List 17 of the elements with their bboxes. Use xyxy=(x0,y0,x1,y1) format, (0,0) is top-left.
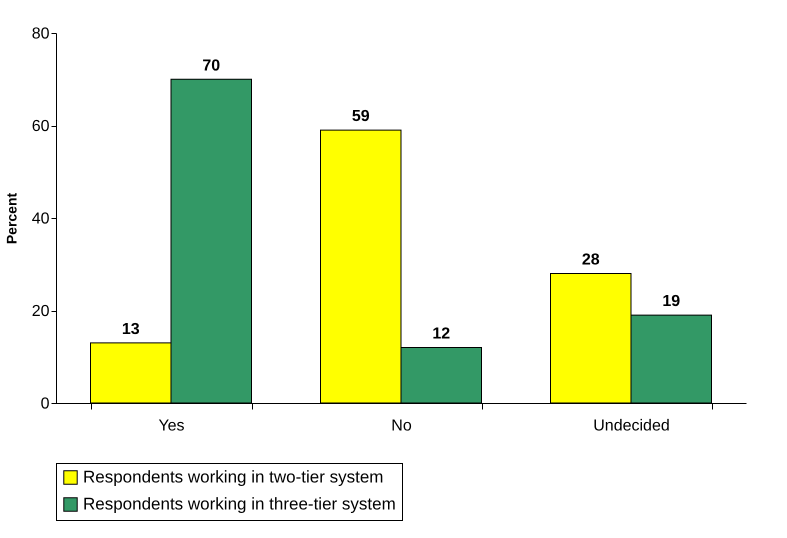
y-axis-title: Percent xyxy=(4,192,20,244)
x-tick-label: Yes xyxy=(158,418,185,434)
data-label: 19 xyxy=(662,293,680,310)
y-tick-label: 20 xyxy=(32,303,50,320)
y-tick-label: 60 xyxy=(32,118,50,135)
y-tick-label: 40 xyxy=(32,210,50,228)
y-tick-label: 80 xyxy=(32,26,50,42)
x-tick-label: No xyxy=(391,418,412,434)
data-label: 59 xyxy=(352,108,370,126)
legend-label: Respondents working in three-tier system xyxy=(83,494,396,514)
x-tick-label: Undecided xyxy=(593,418,670,434)
y-tick-label: 0 xyxy=(40,396,50,412)
data-label: 70 xyxy=(202,57,220,74)
data-label: 12 xyxy=(432,326,450,342)
legend-label: Respondents working in two-tier system xyxy=(83,468,384,486)
data-label: 13 xyxy=(122,320,140,338)
data-label: 28 xyxy=(582,252,600,268)
